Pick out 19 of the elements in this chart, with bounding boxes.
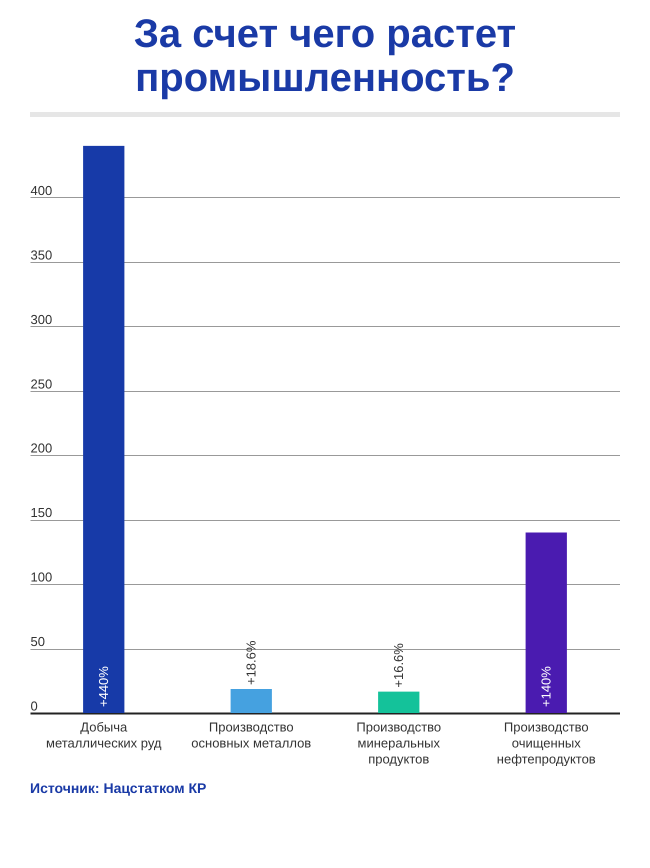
chart-title: За счет чего растет промышленность? [132,12,518,100]
y-tick-label: 350 [30,247,52,262]
data-label: +16.6% [390,642,406,688]
y-tick-label: 400 [30,182,52,198]
y-tick-label: 150 [30,505,52,520]
y-tick-label: 250 [30,376,52,392]
data-label: +440% [96,666,111,707]
x-tick-label: Производство основных металлов [191,720,312,750]
y-tick-label: 0 [30,698,38,714]
y-tick-label: 200 [30,440,52,456]
x-tick-label: Добыча металлических руд [46,720,162,750]
y-tick-label: 300 [30,312,52,327]
x-tick-label: Производство очищенных нефтепродуктов [496,720,596,766]
data-label: +140% [538,666,554,707]
data-label: +18.6% [243,640,258,686]
text: Источник: Нацстатком КР [30,780,208,796]
x-tick-label: Производство минеральных продуктов [356,720,442,766]
y-tick-label: 50 [30,634,45,650]
y-tick-label: 100 [30,570,52,585]
